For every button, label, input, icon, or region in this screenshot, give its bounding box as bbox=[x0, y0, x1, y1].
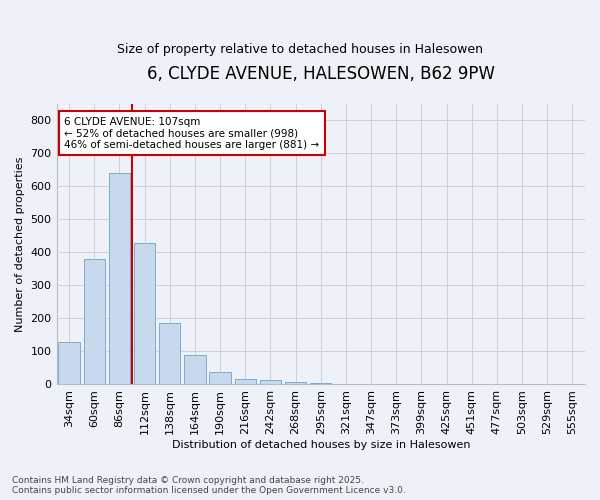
Bar bbox=[209, 372, 231, 384]
Bar bbox=[58, 342, 80, 384]
Bar bbox=[109, 174, 130, 384]
Bar bbox=[159, 324, 181, 384]
Bar bbox=[134, 242, 155, 384]
Bar bbox=[310, 383, 331, 384]
Title: 6, CLYDE AVENUE, HALESOWEN, B62 9PW: 6, CLYDE AVENUE, HALESOWEN, B62 9PW bbox=[147, 65, 495, 83]
Y-axis label: Number of detached properties: Number of detached properties bbox=[15, 156, 25, 332]
Bar bbox=[260, 380, 281, 384]
Bar bbox=[184, 355, 206, 384]
Bar bbox=[235, 378, 256, 384]
Text: 6 CLYDE AVENUE: 107sqm
← 52% of detached houses are smaller (998)
46% of semi-de: 6 CLYDE AVENUE: 107sqm ← 52% of detached… bbox=[64, 116, 320, 150]
Text: Contains HM Land Registry data © Crown copyright and database right 2025.
Contai: Contains HM Land Registry data © Crown c… bbox=[12, 476, 406, 495]
X-axis label: Distribution of detached houses by size in Halesowen: Distribution of detached houses by size … bbox=[172, 440, 470, 450]
Bar bbox=[83, 259, 105, 384]
Bar bbox=[285, 382, 307, 384]
Text: Size of property relative to detached houses in Halesowen: Size of property relative to detached ho… bbox=[117, 42, 483, 56]
